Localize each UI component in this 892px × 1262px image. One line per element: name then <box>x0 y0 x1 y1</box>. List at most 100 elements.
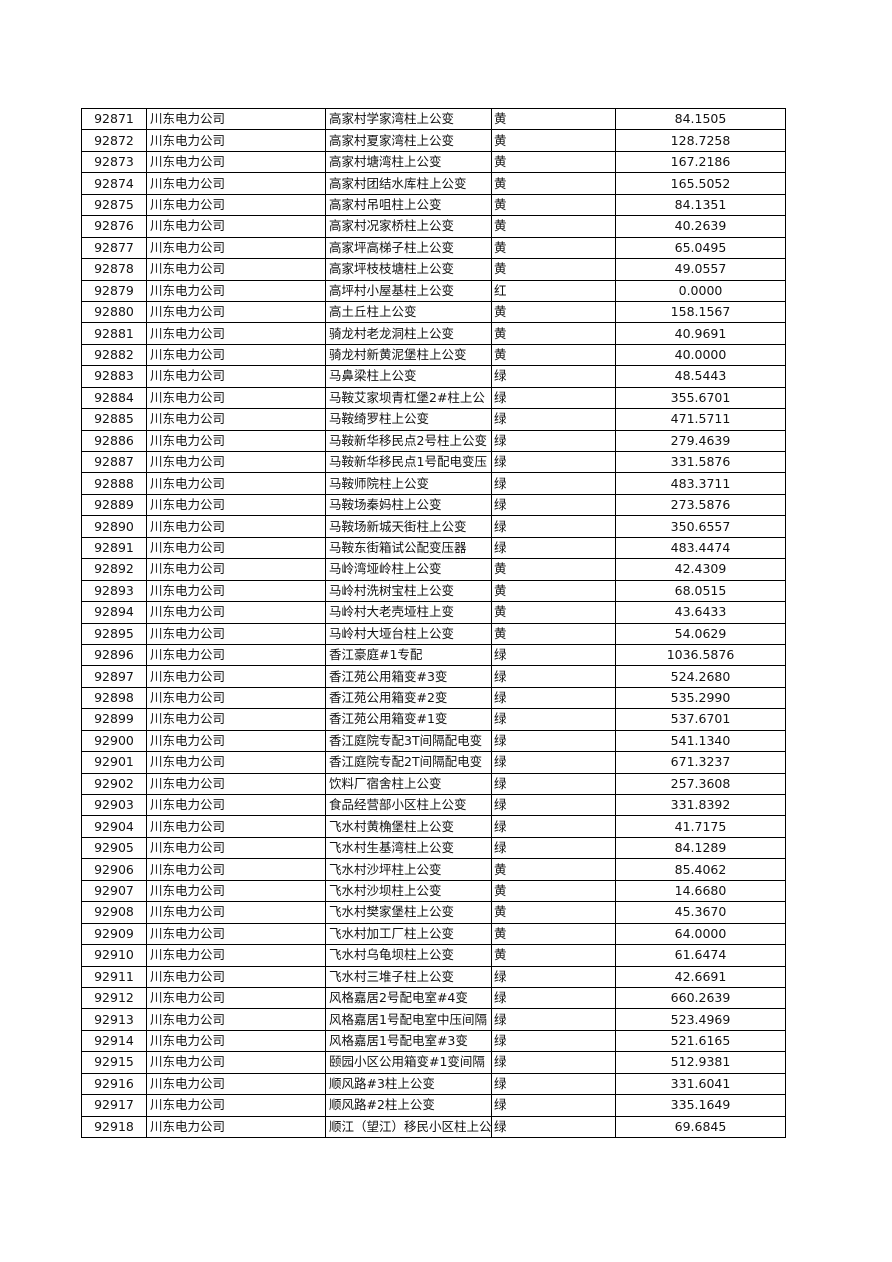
transformer-name-cell: 香江苑公用箱变#2变 <box>325 686 492 710</box>
transformer-name-cell: 高家坪枝枝塘柱上公变 <box>325 258 492 281</box>
value-cell: 85.4062 <box>615 858 786 881</box>
status-level-cell: 黄 <box>491 172 616 195</box>
row-id-cell: 92908 <box>81 901 147 924</box>
status-level-cell: 绿 <box>491 1072 616 1096</box>
company-name-cell: 川东电力公司 <box>146 536 326 560</box>
transformer-name-cell: 风格嘉居1号配电室中压间隔 <box>325 1008 492 1031</box>
status-level-cell: 绿 <box>491 836 616 860</box>
value-cell: 331.8392 <box>615 793 786 817</box>
transformer-name-cell: 顺风路#2柱上公变 <box>325 1094 492 1117</box>
row-id-cell: 92887 <box>81 450 147 474</box>
table-row: 92901 川东电力公司 香江庭院专配2T间隔配电变绿 671.3237 <box>81 751 786 774</box>
company-name-cell: 川东电力公司 <box>146 515 326 538</box>
table-row: 92897 川东电力公司 香江苑公用箱变#3变绿 524.2680 <box>81 665 786 688</box>
table-row: 92911 川东电力公司 飞水村三堆子柱上公变绿 42.6691 <box>81 965 786 988</box>
company-name-cell: 川东电力公司 <box>146 215 326 238</box>
company-name-cell: 川东电力公司 <box>146 107 326 131</box>
status-level-cell: 绿 <box>491 429 616 453</box>
row-id-cell: 92886 <box>81 429 147 453</box>
status-level-cell: 黄 <box>491 944 616 967</box>
company-name-cell: 川东电力公司 <box>146 686 326 710</box>
company-name-cell: 川东电力公司 <box>146 793 326 817</box>
status-level-cell: 绿 <box>491 515 616 538</box>
transformer-name-cell: 马岭村大老壳垭柱上变 <box>325 601 492 624</box>
value-cell: 541.1340 <box>615 729 786 753</box>
row-id-cell: 92891 <box>81 536 147 560</box>
company-name-cell: 川东电力公司 <box>146 322 326 345</box>
table-row: 92879 川东电力公司 高坪村小屋基柱上公变红 0.0000 <box>81 279 786 302</box>
value-cell: 42.4309 <box>615 558 786 581</box>
row-id-cell: 92874 <box>81 172 147 195</box>
row-id-cell: 92878 <box>81 258 147 281</box>
status-level-cell: 黄 <box>491 622 616 645</box>
table-row: 92894 川东电力公司 马岭村大老壳垭柱上变黄 43.6433 <box>81 601 786 624</box>
status-level-cell: 绿 <box>491 1008 616 1031</box>
company-name-cell: 川东电力公司 <box>146 965 326 988</box>
company-name-cell: 川东电力公司 <box>146 1094 326 1117</box>
value-cell: 524.2680 <box>615 665 786 688</box>
table-row: 92874 川东电力公司 高家村团结水库柱上公变黄 165.5052 <box>81 172 786 195</box>
company-name-cell: 川东电力公司 <box>146 386 326 410</box>
transformer-name-cell: 颐园小区公用箱变#1变间隔 <box>325 1051 492 1074</box>
status-level-cell: 绿 <box>491 772 616 796</box>
transformer-name-cell: 马鞍绮罗柱上公变 <box>325 408 492 431</box>
value-cell: 84.1289 <box>615 836 786 860</box>
transformer-name-cell: 高家村夏家湾柱上公变 <box>325 129 492 152</box>
transformer-name-cell: 马鞍艾家坝青杠堡2#柱上公 <box>325 386 492 410</box>
company-name-cell: 川东电力公司 <box>146 129 326 152</box>
table-row: 92899 川东电力公司 香江苑公用箱变#1变绿 537.6701 <box>81 708 786 731</box>
company-name-cell: 川东电力公司 <box>146 1115 326 1139</box>
transformer-name-cell: 马岭村大垭台柱上公变 <box>325 622 492 645</box>
transformer-name-cell: 马鞍新华移民点2号柱上公变 <box>325 429 492 453</box>
status-level-cell: 绿 <box>491 986 616 1010</box>
table-row: 92906 川东电力公司 飞水村沙坪柱上公变黄 85.4062 <box>81 858 786 881</box>
row-id-cell: 92873 <box>81 150 147 174</box>
value-cell: 43.6433 <box>615 601 786 624</box>
company-name-cell: 川东电力公司 <box>146 579 326 603</box>
status-level-cell: 绿 <box>491 665 616 688</box>
transformer-name-cell: 香江庭院专配3T间隔配电变 <box>325 729 492 753</box>
company-name-cell: 川东电力公司 <box>146 708 326 731</box>
table-row: 92884 川东电力公司 马鞍艾家坝青杠堡2#柱上公绿 355.6701 <box>81 386 786 410</box>
transformer-name-cell: 高家村吊咀柱上公变 <box>325 193 492 217</box>
transformer-name-cell: 高坪村小屋基柱上公变 <box>325 279 492 302</box>
row-id-cell: 92884 <box>81 386 147 410</box>
status-level-cell: 黄 <box>491 236 616 260</box>
company-name-cell: 川东电力公司 <box>146 1051 326 1074</box>
status-level-cell: 绿 <box>491 1029 616 1053</box>
row-id-cell: 92898 <box>81 686 147 710</box>
transformer-name-cell: 飞水村黄桷堡柱上公变 <box>325 815 492 838</box>
company-name-cell: 川东电力公司 <box>146 643 326 667</box>
row-id-cell: 92903 <box>81 793 147 817</box>
transformer-name-cell: 顺风路#3柱上公变 <box>325 1072 492 1096</box>
value-cell: 65.0495 <box>615 236 786 260</box>
row-id-cell: 92918 <box>81 1115 147 1139</box>
status-level-cell: 黄 <box>491 601 616 624</box>
status-level-cell: 黄 <box>491 558 616 581</box>
value-cell: 158.1567 <box>615 300 786 324</box>
status-level-cell: 绿 <box>491 729 616 753</box>
status-level-cell: 绿 <box>491 643 616 667</box>
transformer-name-cell: 马岭湾垭岭柱上公变 <box>325 558 492 581</box>
transformer-name-cell: 飞水村樊家堡柱上公变 <box>325 901 492 924</box>
company-name-cell: 川东电力公司 <box>146 236 326 260</box>
transformer-name-cell: 马鞍场新城天街柱上公变 <box>325 515 492 538</box>
value-cell: 521.6165 <box>615 1029 786 1053</box>
value-cell: 335.1649 <box>615 1094 786 1117</box>
row-id-cell: 92913 <box>81 1008 147 1031</box>
status-level-cell: 黄 <box>491 107 616 131</box>
transformer-name-cell: 高土丘柱上公变 <box>325 300 492 324</box>
table-row: 92905 川东电力公司 飞水村生基湾柱上公变绿 84.1289 <box>81 836 786 860</box>
table-row: 92896 川东电力公司 香江豪庭#1专配绿 1036.5876 <box>81 643 786 667</box>
row-id-cell: 92910 <box>81 944 147 967</box>
row-id-cell: 92906 <box>81 858 147 881</box>
status-level-cell: 绿 <box>491 536 616 560</box>
table-row: 92909 川东电力公司 飞水村加工厂柱上公变黄 64.0000 <box>81 922 786 946</box>
company-name-cell: 川东电力公司 <box>146 300 326 324</box>
status-level-cell: 黄 <box>491 300 616 324</box>
value-cell: 54.0629 <box>615 622 786 645</box>
table-row: 92892 川东电力公司 马岭湾垭岭柱上公变黄 42.4309 <box>81 558 786 581</box>
value-cell: 40.9691 <box>615 322 786 345</box>
value-cell: 40.2639 <box>615 215 786 238</box>
value-cell: 483.3711 <box>615 472 786 495</box>
